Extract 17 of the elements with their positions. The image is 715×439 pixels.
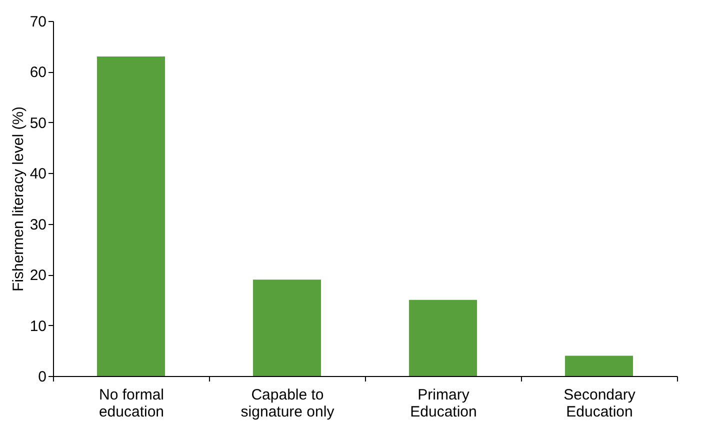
y-tick-label: 20 [30,267,46,284]
bar [253,280,321,376]
y-tick-label: 70 [30,14,46,30]
y-tick-label: 40 [30,166,46,183]
bar [409,300,477,376]
x-tick-label: No formal education [98,386,164,420]
y-tick-label: 50 [30,114,46,132]
y-axis-title: Fishermen literacy level (%) [10,106,27,292]
y-tick-label: 10 [30,318,46,335]
bar [565,356,633,376]
y-tick-label: 0 [38,368,46,386]
bar [97,56,165,376]
y-tick-label: 30 [30,216,46,234]
x-tick-label: Primary Education [410,386,477,420]
y-tick-label: 60 [30,64,46,82]
x-tick-label: Capable to signature only [240,386,335,420]
x-tick-label: Secondary Education [564,386,636,420]
